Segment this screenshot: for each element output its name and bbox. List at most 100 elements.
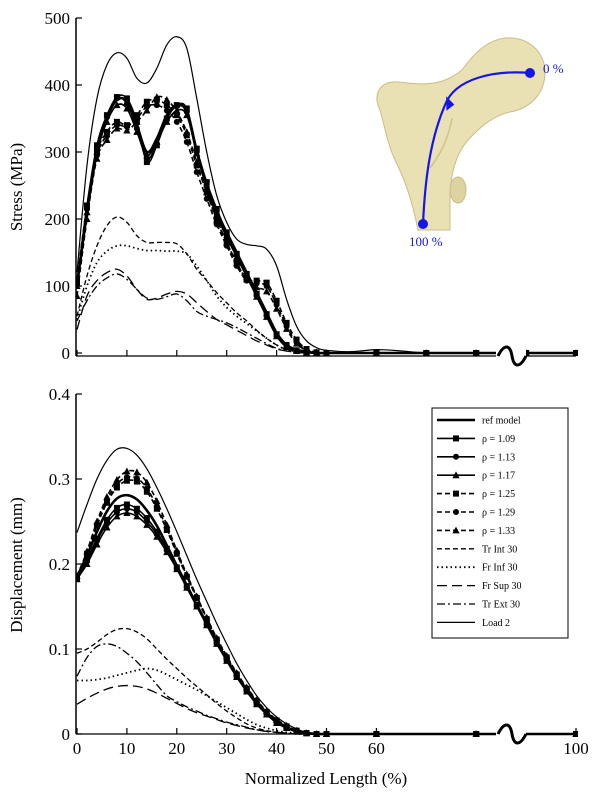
series-marker bbox=[203, 188, 211, 196]
path-start-label: 0 % bbox=[543, 61, 564, 76]
displacement-axis-break bbox=[496, 723, 528, 745]
series-marker bbox=[113, 484, 120, 491]
series-marker bbox=[243, 683, 251, 691]
series-marker bbox=[123, 477, 130, 484]
series-marker bbox=[163, 548, 171, 556]
series-marker bbox=[103, 128, 110, 135]
series-marker bbox=[263, 707, 271, 715]
series-line bbox=[76, 95, 576, 354]
series-marker bbox=[83, 202, 90, 209]
series-marker bbox=[193, 169, 200, 176]
series-line bbox=[76, 96, 576, 354]
series-marker bbox=[292, 339, 301, 347]
series-marker bbox=[143, 515, 150, 522]
series-marker bbox=[113, 118, 120, 125]
x-tick-label: 10 bbox=[118, 739, 135, 758]
legend-marker bbox=[453, 453, 459, 460]
x-tick-label: 20 bbox=[168, 739, 185, 758]
displacement-y-ticks: 0 0.1 0.2 0.3 0.4 bbox=[49, 385, 82, 744]
legend-label: ref model bbox=[482, 416, 521, 427]
legend-marker bbox=[453, 435, 459, 442]
y-tick-label: 0.1 bbox=[49, 640, 70, 659]
series-marker bbox=[203, 621, 211, 629]
legend-label: ρ = 1.13 bbox=[482, 452, 515, 463]
legend-entry: ρ = 1.29 bbox=[437, 508, 515, 519]
legend-entry: ρ = 1.33 bbox=[437, 526, 515, 537]
legend-label: Tr Ext 30 bbox=[482, 600, 520, 611]
series-marker bbox=[273, 715, 281, 723]
series-marker bbox=[103, 136, 111, 143]
legend: ref model ρ = 1.09 ρ = 1.13 ρ = 1.17 ρ = 1.2… bbox=[431, 407, 569, 639]
series-marker bbox=[282, 343, 291, 350]
series-marker bbox=[143, 106, 151, 114]
legend-entry: Load 2 bbox=[437, 618, 510, 629]
series-marker bbox=[263, 313, 271, 320]
legend-entry: Fr Sup 30 bbox=[437, 581, 521, 592]
series-marker bbox=[123, 509, 131, 516]
series-marker bbox=[233, 259, 241, 267]
femur-illustration bbox=[376, 37, 546, 231]
series-marker bbox=[163, 521, 171, 528]
legend-label: Fr Inf 30 bbox=[482, 563, 518, 574]
series-marker bbox=[123, 126, 131, 134]
series-marker bbox=[292, 726, 301, 734]
path-end-label: 100 % bbox=[409, 234, 443, 249]
path-arrow bbox=[421, 71, 531, 225]
series-line bbox=[76, 98, 576, 354]
series-marker bbox=[203, 195, 210, 202]
series-marker bbox=[173, 103, 180, 110]
legend-label: Load 2 bbox=[482, 618, 510, 629]
series-marker bbox=[93, 149, 100, 155]
y-tick-label: 400 bbox=[45, 76, 71, 95]
series-marker bbox=[213, 634, 221, 641]
series-marker bbox=[123, 474, 130, 481]
series-marker bbox=[173, 112, 180, 119]
series-line bbox=[76, 643, 576, 735]
displacement-series bbox=[76, 447, 578, 737]
path-end-dot bbox=[418, 219, 428, 229]
legend-box bbox=[431, 407, 569, 639]
series-marker bbox=[263, 279, 270, 286]
series-marker bbox=[173, 108, 181, 115]
series-marker bbox=[123, 104, 131, 112]
series-marker bbox=[253, 283, 261, 291]
series-marker bbox=[302, 346, 311, 354]
series-marker bbox=[153, 497, 161, 505]
series-marker bbox=[133, 509, 140, 516]
series-marker bbox=[123, 467, 131, 475]
series-marker bbox=[113, 101, 121, 109]
legend-label: ρ = 1.17 bbox=[482, 471, 515, 482]
series-line bbox=[76, 627, 576, 735]
series-marker bbox=[193, 592, 201, 600]
legend-marker bbox=[453, 490, 459, 497]
series-marker bbox=[193, 158, 201, 166]
legend-label: Fr Sup 30 bbox=[482, 581, 521, 592]
series-marker bbox=[163, 102, 170, 109]
legend-entry: ρ = 1.17 bbox=[437, 471, 515, 482]
series-marker bbox=[193, 602, 201, 610]
y-tick-label: 300 bbox=[45, 143, 71, 162]
series-marker bbox=[253, 696, 261, 703]
series-marker bbox=[183, 138, 190, 145]
y-tick-label: 0.3 bbox=[49, 470, 70, 489]
series-marker bbox=[273, 304, 281, 312]
legend-entry: ρ = 1.13 bbox=[437, 452, 515, 463]
series-marker bbox=[103, 523, 111, 531]
legend-marker bbox=[452, 526, 460, 534]
x-tick-label: 0 bbox=[73, 739, 82, 758]
y-tick-label: 0 bbox=[62, 344, 71, 363]
series-marker bbox=[233, 669, 241, 676]
legend-entry: ρ = 1.09 bbox=[437, 434, 515, 445]
x-tick-label: 50 bbox=[318, 739, 335, 758]
series-marker bbox=[76, 572, 81, 579]
series-marker bbox=[213, 640, 221, 647]
series-marker bbox=[183, 570, 191, 578]
stress-y-label: Stress (MPa) bbox=[7, 143, 26, 231]
series-marker bbox=[83, 560, 91, 567]
y-tick-label: 0.4 bbox=[49, 385, 71, 404]
series-line bbox=[76, 447, 576, 735]
series-marker bbox=[282, 721, 291, 729]
series-line bbox=[76, 94, 576, 354]
series-marker bbox=[143, 485, 150, 492]
legend-marker bbox=[453, 509, 459, 515]
